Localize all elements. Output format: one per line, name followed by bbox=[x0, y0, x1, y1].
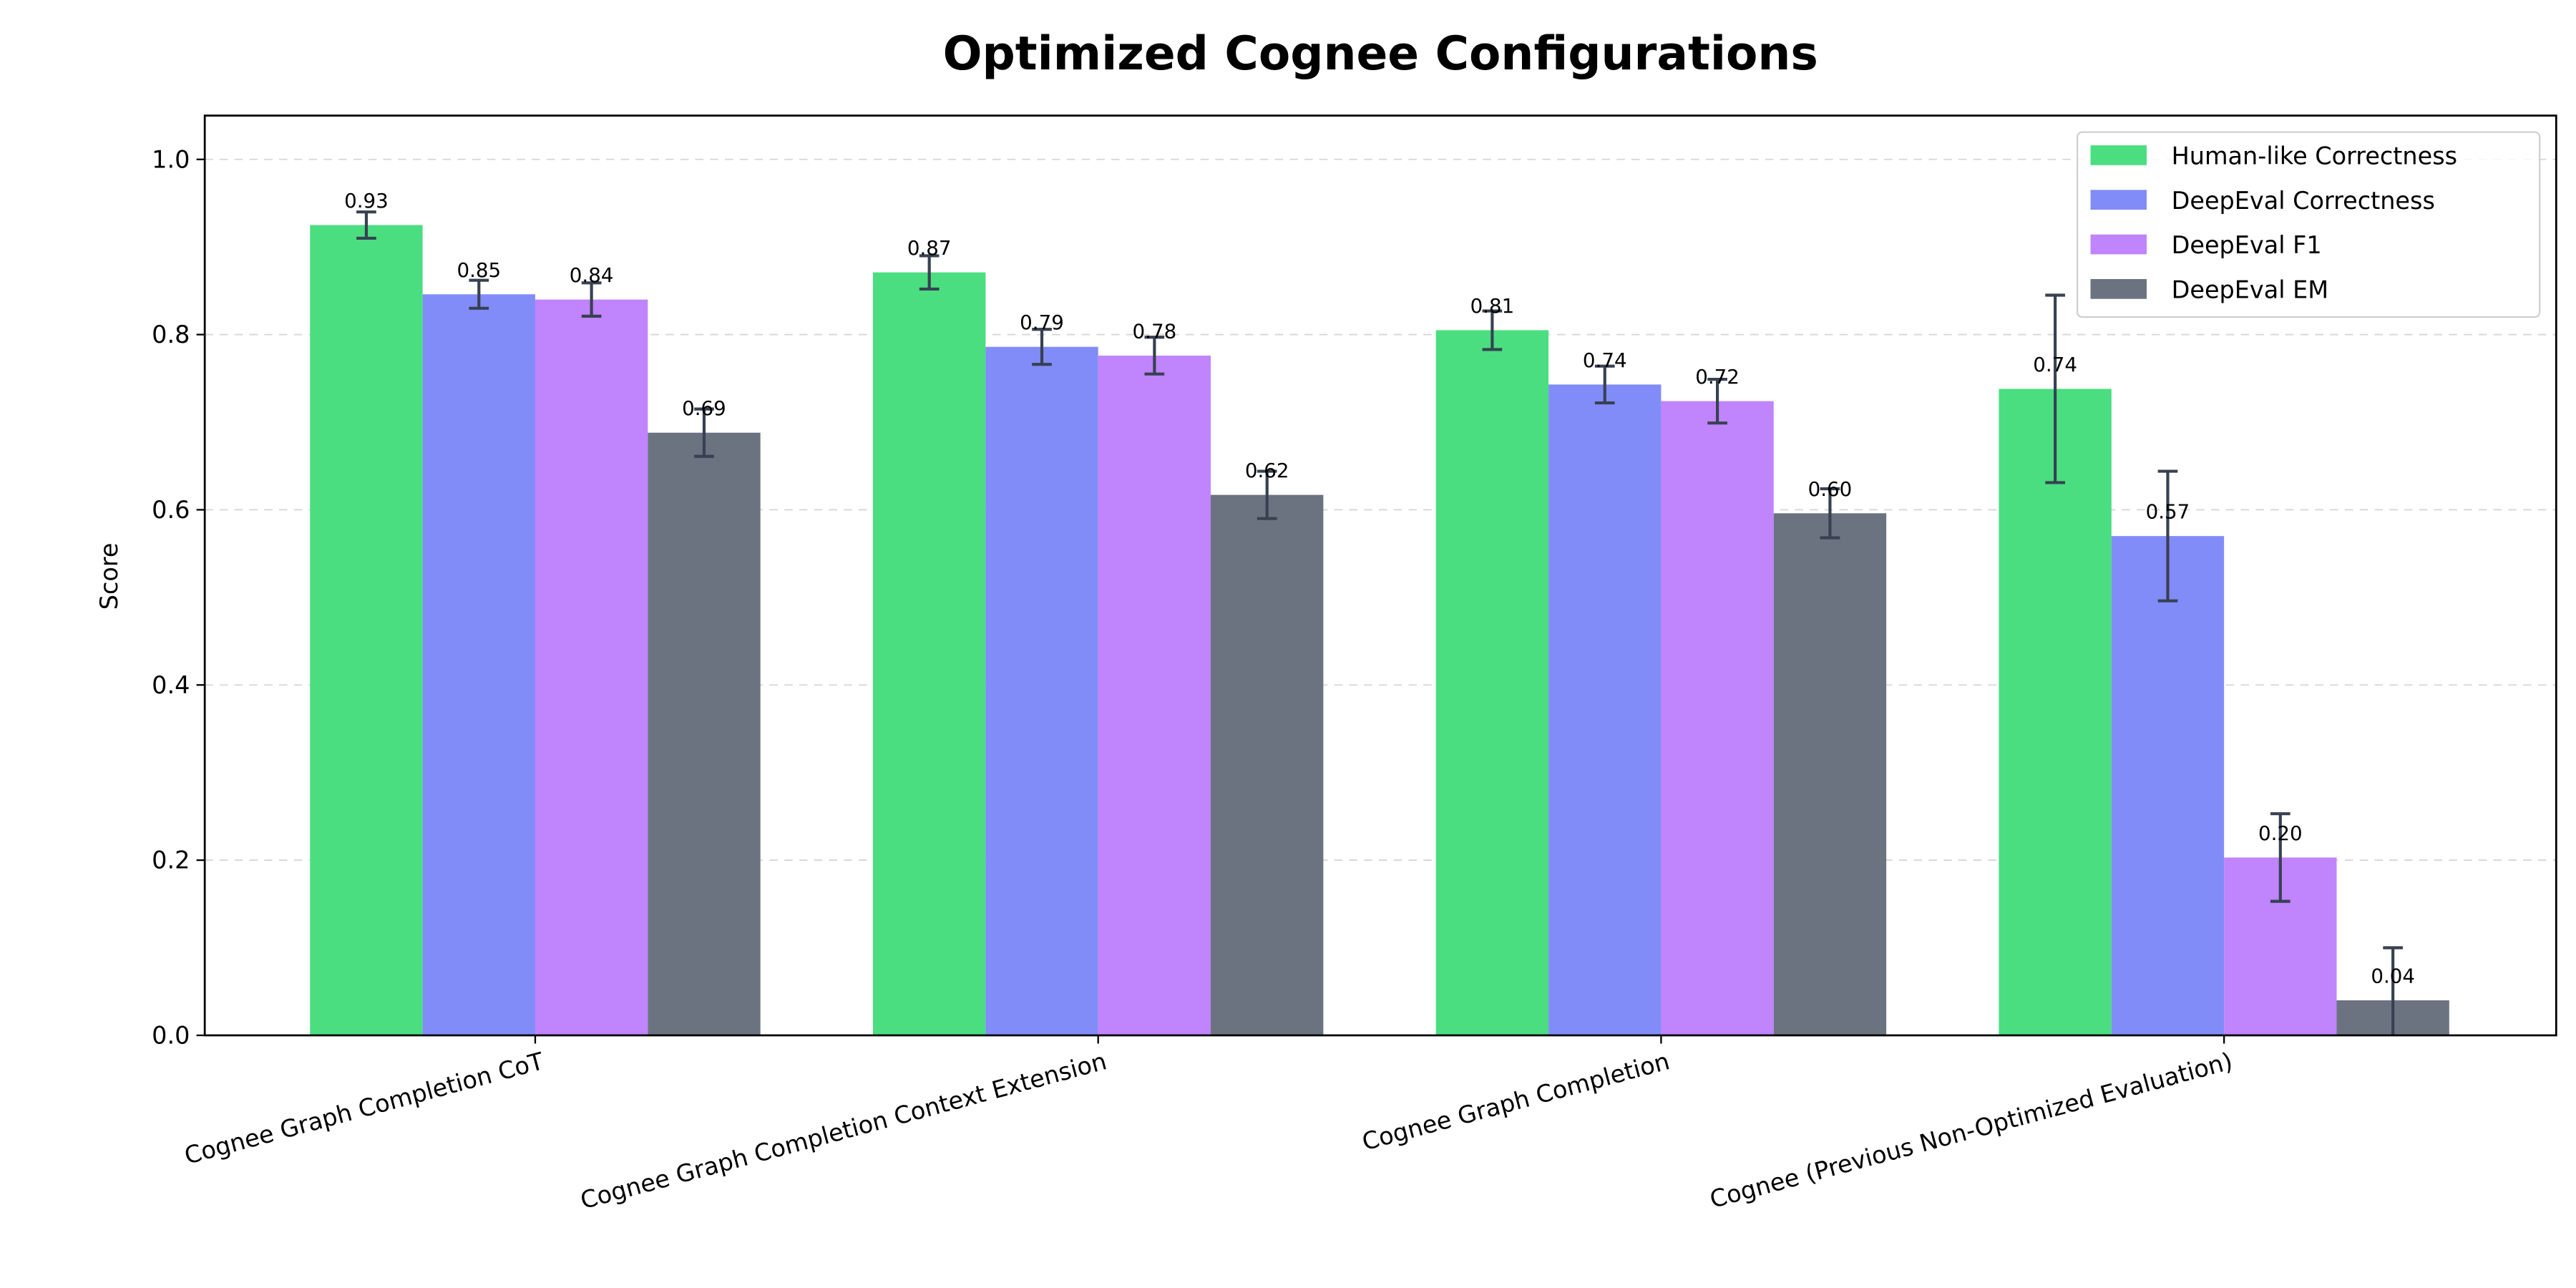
error-bar bbox=[1707, 377, 1727, 425]
bar bbox=[1435, 330, 1549, 1035]
error-bar bbox=[919, 254, 940, 291]
bar bbox=[535, 299, 648, 1035]
y-axis-label: Score bbox=[95, 543, 123, 610]
value-label: 0.85 bbox=[457, 258, 501, 282]
error-bar bbox=[1144, 336, 1165, 376]
value-label: 0.69 bbox=[682, 396, 726, 420]
legend-label: DeepEval Correctness bbox=[2172, 187, 2435, 215]
legend-item: DeepEval Correctness bbox=[2090, 187, 2435, 215]
error-bar bbox=[1482, 309, 1503, 351]
error-bar bbox=[581, 281, 602, 318]
x-tick-label: Cognee Graph Completion Context Extensio… bbox=[577, 1047, 1110, 1214]
value-label: 0.72 bbox=[1695, 365, 1740, 389]
chart-title: Optimized Cognee Configurations bbox=[943, 27, 1818, 81]
y-tick-label: 0.0 bbox=[152, 1021, 190, 1049]
error-bar bbox=[469, 278, 489, 310]
y-tick-label: 0.8 bbox=[152, 321, 190, 348]
value-label: 0.20 bbox=[2258, 821, 2303, 845]
legend-swatch bbox=[2090, 279, 2147, 299]
value-label: 0.78 bbox=[1133, 319, 1177, 343]
value-label: 0.74 bbox=[2033, 353, 2077, 376]
value-label: 0.57 bbox=[2146, 500, 2190, 524]
legend-swatch bbox=[2090, 190, 2147, 210]
bar bbox=[985, 346, 1098, 1035]
bar bbox=[310, 225, 423, 1035]
bar bbox=[1661, 401, 1774, 1035]
bar bbox=[1211, 494, 1324, 1035]
value-label: 0.74 bbox=[1583, 348, 1627, 372]
plot-frame bbox=[203, 114, 2557, 1037]
bar bbox=[1548, 384, 1662, 1035]
error-bar bbox=[694, 407, 714, 458]
bars: 0.93 0.87 0.81 0.74 0.85 0.79 0.74 0.57 0.84 0.78… bbox=[310, 189, 2449, 1035]
value-label: 0.79 bbox=[1020, 311, 1064, 334]
value-label: 0.87 bbox=[907, 236, 952, 260]
legend: Human-like Correctness DeepEval Correctne… bbox=[2076, 131, 2541, 318]
bar bbox=[648, 432, 761, 1035]
legend-item: DeepEval F1 bbox=[2090, 231, 2322, 259]
bar bbox=[422, 294, 535, 1035]
error-bar bbox=[2270, 812, 2290, 903]
x-tick-label: Cognee Graph Completion bbox=[1359, 1047, 1672, 1156]
y-tick-label: 1.0 bbox=[152, 145, 190, 173]
legend-label: Human-like Correctness bbox=[2172, 142, 2457, 170]
error-bar bbox=[1594, 364, 1615, 405]
bar bbox=[1098, 355, 1211, 1035]
value-label: 0.81 bbox=[1470, 294, 1515, 318]
bar bbox=[1999, 389, 2112, 1035]
x-tick-label: Cognee Graph Completion CoT bbox=[182, 1047, 547, 1170]
bar bbox=[2111, 536, 2225, 1035]
value-label: 0.60 bbox=[1808, 477, 1853, 501]
error-bar bbox=[1820, 487, 1840, 540]
legend-item: Human-like Correctness bbox=[2090, 142, 2457, 170]
error-bar bbox=[2383, 946, 2404, 1035]
bar bbox=[1773, 513, 1887, 1035]
legend-label: DeepEval EM bbox=[2172, 276, 2329, 304]
legend-swatch bbox=[2090, 234, 2147, 255]
legend-box bbox=[2076, 131, 2541, 318]
legend-label: DeepEval F1 bbox=[2172, 231, 2322, 259]
y-tick-label: 0.2 bbox=[152, 847, 190, 874]
error-bar bbox=[1032, 328, 1052, 366]
legend-swatch bbox=[2090, 145, 2147, 165]
value-label: 0.84 bbox=[570, 263, 614, 287]
x-tick-label: Cognee (Previous Non-Optimized Evaluatio… bbox=[1707, 1047, 2235, 1214]
error-bar bbox=[356, 210, 376, 240]
error-bar bbox=[2157, 469, 2178, 602]
error-bar bbox=[2045, 293, 2065, 484]
error-bar bbox=[1257, 469, 1277, 520]
bar bbox=[872, 272, 986, 1035]
value-label: 0.62 bbox=[1245, 459, 1289, 482]
y-tick-label: 0.6 bbox=[152, 496, 190, 524]
value-label: 0.04 bbox=[2371, 964, 2415, 987]
value-label: 0.93 bbox=[344, 189, 389, 213]
y-tick-label: 0.4 bbox=[152, 671, 190, 699]
legend-item: DeepEval EM bbox=[2090, 276, 2329, 304]
